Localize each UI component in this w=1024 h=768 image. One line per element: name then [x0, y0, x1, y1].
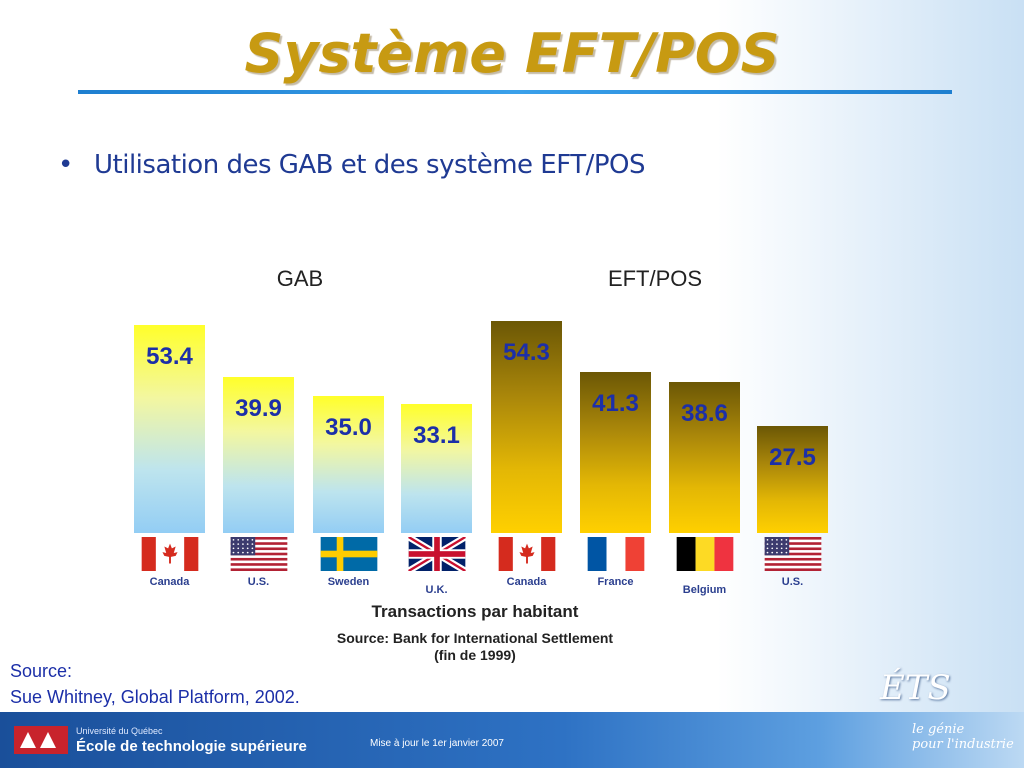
ets-logo: ÉTS	[880, 668, 951, 708]
flag-uk-icon	[406, 534, 468, 576]
ets-tagline-line2: pour l'industrie	[912, 737, 1014, 752]
group-title-eftpos: EFT/POS	[607, 266, 703, 291]
country-label: U.S.	[247, 576, 270, 588]
bar-eftpos-france	[580, 372, 651, 533]
country-label: Canada	[506, 576, 547, 588]
bar-value-label: 38.6	[681, 400, 728, 427]
ets-tagline: le génie pour l'industrie	[912, 722, 1014, 752]
country-label: France	[597, 576, 634, 588]
bar-gab-us	[223, 377, 294, 533]
bar-value-label: 39.9	[235, 395, 282, 422]
chart-source-text: Source: Bank for International Settlemen…	[336, 630, 614, 646]
x-axis-label: Transactions par habitant	[371, 602, 579, 621]
bar-gab-sweden	[313, 396, 384, 533]
flag-us-icon	[230, 537, 288, 576]
footer-bar: Université du Québec École de technologi…	[0, 712, 1024, 768]
country-label: Canada	[149, 576, 190, 588]
bar-value-label: 53.4	[146, 343, 193, 370]
flag-canada-icon	[141, 537, 199, 576]
country-label: U.K.	[425, 584, 448, 596]
source-text: Sue Whitney, Global Platform, 2002.	[10, 687, 300, 707]
bar-value-label: 54.3	[503, 339, 550, 366]
flag-sweden-icon	[320, 537, 378, 576]
bullet-text: Utilisation des GAB et des système EFT/P…	[94, 150, 646, 180]
country-label: U.S.	[781, 576, 804, 588]
bar-value-label: 27.5	[769, 444, 816, 471]
bar-value-label: 35.0	[325, 414, 372, 441]
chart-source: Source: Bank for International Settlemen…	[290, 630, 660, 664]
group-title-gab: GAB	[276, 266, 324, 291]
flag-belgium-icon	[676, 537, 734, 576]
bar-gab-uk	[401, 404, 472, 533]
source-block: Source: Sue Whitney, Global Platform, 20…	[10, 658, 300, 710]
university-logo-icon	[14, 726, 68, 754]
bullet-item: • Utilisation des GAB et des système EFT/…	[58, 150, 646, 180]
bar-value-label: 41.3	[592, 390, 639, 417]
bar-eftpos-canada	[491, 321, 562, 533]
slide-title: Système EFT/POS	[244, 22, 780, 85]
flag-france-icon	[587, 537, 645, 576]
footer-date: Mise à jour le 1er janvier 2007	[370, 738, 504, 749]
chart-period: (fin de 1999)	[434, 647, 516, 663]
source-label: Source:	[10, 661, 73, 681]
country-label: Belgium	[682, 584, 727, 596]
title-underline	[78, 90, 952, 94]
bar-value-label: 33.1	[413, 422, 460, 449]
bar-eftpos-us	[757, 426, 828, 533]
flag-us-icon	[764, 537, 822, 576]
country-label: Sweden	[327, 576, 370, 588]
bar-gab-canada	[134, 325, 205, 533]
ets-tagline-line1: le génie	[912, 722, 965, 737]
footer-university: Université du Québec	[76, 726, 163, 736]
bar-eftpos-belgium	[669, 382, 740, 533]
flag-canada-icon	[498, 537, 556, 576]
footer-school: École de technologie supérieure	[76, 738, 307, 755]
bullet-dot-icon: •	[58, 150, 73, 180]
